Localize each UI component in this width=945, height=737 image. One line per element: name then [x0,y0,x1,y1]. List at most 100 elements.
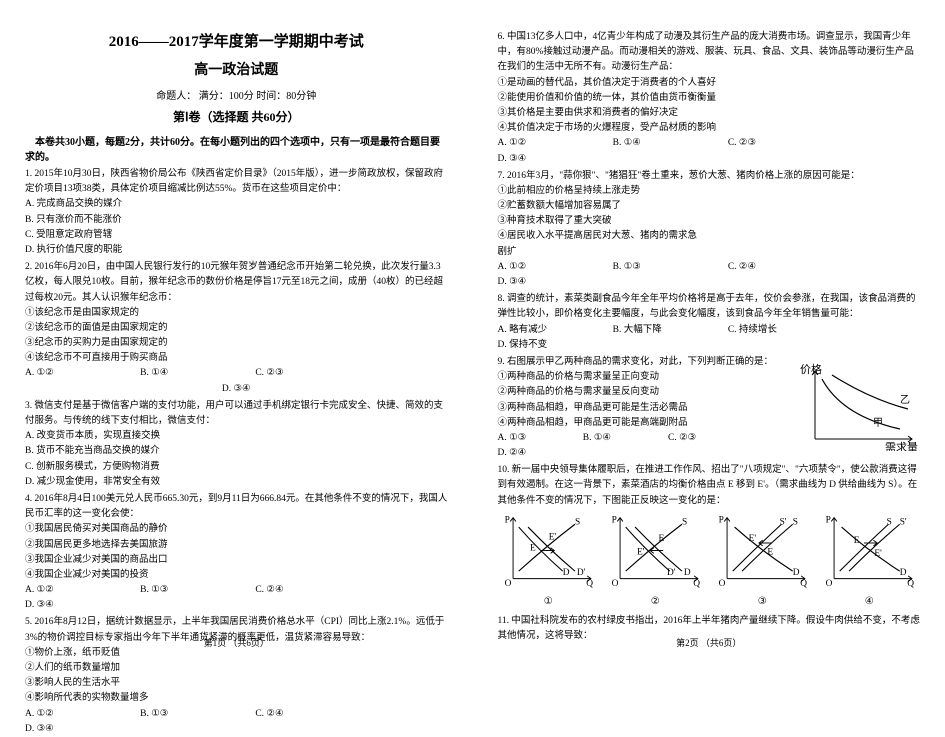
svg-text:D: D [562,568,569,578]
exam-meta: 命题人： 满分：100分 时间：80分钟 [25,87,448,102]
q2-s3: ③纪念币的买购力是由国家规定的 [25,336,228,351]
q7-s4: ④居民收入水平提高居民对大葱、猪肉的需求急剧扩 [498,229,701,259]
q1-opt-b: B. 只有涨价而不能涨价 [25,213,228,228]
q7-opt-b: B. ①③ [613,260,710,275]
svg-text:E: E [767,547,773,557]
q6-opt-d: D. ③④ [498,152,595,167]
svg-text:Q: Q [907,579,914,588]
q3-stem: 3. 微信支付是基于微信客户端的支付功能，用户可以通过手机绑定银行卡完成安全、快… [25,399,448,429]
q2-opt-b: B. ①④ [140,366,237,381]
svg-text:E: E [658,534,664,544]
q6-stem: 6. 中国13亿多人口中，4亿青少年构成了动漫及其衍生产品的庞大消费市场。调查显… [498,30,921,76]
q8-opt-a: A. 略有减少 [498,323,595,338]
q3-opt-c: C. 创新服务模式，方便购物消费 [25,460,228,475]
svg-text:E': E' [748,534,756,544]
q7-s3: ③种育技术取得了重大突破 [498,214,701,229]
q4-opt-a: A. ①② [25,583,122,598]
q7-opt-c: C. ②④ [728,260,825,275]
q3-opt-a: A. 改变货币本质，实现直接交换 [25,429,228,444]
svg-text:E: E [529,543,535,553]
svg-text:S: S [681,517,686,527]
q6-s1: ①是动画的替代品，其价值决定于消费者的个人喜好 [498,76,921,91]
sd-chart-3: P Q O D S S' E E' ③ [712,513,813,610]
q4-opt-d: D. ③④ [25,598,122,613]
svg-text:E': E' [874,549,882,559]
svg-text:Q: Q [693,579,700,588]
q4-stem: 4. 2016年8月4日100美元兑人民币665.30元，到9月11日为666.… [25,492,448,522]
svg-text:O: O [504,579,511,588]
exam-subtitle: 高一政治试题 [25,59,448,79]
q9-opt-c: C. ②③ [668,431,735,446]
q8-opt-d: D. 保持不变 [498,338,595,353]
svg-text:O: O [718,579,725,588]
svg-text:S: S [574,517,579,527]
q4-s3: ③我国企业减少对美国的商品出口 [25,553,228,568]
svg-text:E': E' [548,532,556,542]
q9-s2: ②两种商品的价格与需求量呈反向变动 [498,385,791,400]
q5-s3: ③影响人民的生活水平 [25,676,228,691]
sd-label-4: ④ [819,594,920,610]
sd-chart-1: PQO S D D' E E' ① [498,513,599,610]
q4-opt-c: C. ②④ [255,583,352,598]
q5-opt-c: C. ②④ [255,707,352,722]
q4-s2: ②我国居民更多地选择去美国旅游 [25,538,228,553]
svg-text:D: D [792,568,799,578]
q6: 6. 中国13亿多人口中，4亿青少年构成了动漫及其衍生产品的庞大消费市场。调查显… [498,30,921,167]
q3-opt-d: D. 减少现金使用，非常安全有效 [25,475,228,490]
q4-s4: ④我国企业减少对美国的投资 [25,568,228,583]
q10: 10. 新一届中央领导集体履职后，在推进工作作风、招出了"八项规定"、"六项禁令… [498,463,921,610]
svg-text:S': S' [779,517,786,527]
q10-stem: 10. 新一届中央领导集体履职后，在推进工作作风、招出了"八项规定"、"六项禁令… [498,463,921,509]
page-left: 2016——2017学年度第一学期期中考试 高一政治试题 命题人： 满分：100… [0,0,473,655]
page-footer-1: 第1页 （共6页） [0,636,473,649]
q1-opt-c: C. 受阻意定政府管辖 [25,228,228,243]
q9-s3: ③两种商品相趋，甲商品更可能是生活必需品 [498,401,791,416]
q5-s2: ②人们的纸币数量增加 [25,661,228,676]
y-axis-label: 价格 [800,362,822,376]
svg-text:P: P [504,515,509,525]
q5: 5. 2016年8月12日，据统计数据显示，上半年我国居民消费价格总水平（CPI… [25,615,448,737]
q1-opt-d: D. 执行价值尺度的职能 [25,243,228,258]
q8-opt-b: B. 大幅下降 [613,323,710,338]
q2-stem: 2. 2016年6月20日，由中国人民银行发行的10元猴年贺岁普通纪念币开始第二… [25,260,448,306]
q5-opt-d: D. ③④ [25,722,122,737]
q6-s4: ④其价值决定于市场的火爆程度，受产品材质的影响 [498,121,921,136]
q1-opt-a: A. 完成商品交换的媒介 [25,197,228,212]
q7-stem: 7. 2016年3月，"蒜你狠"、"猪猖狂"卷土重来，葱价大葱、猪肉价格上涨的原… [498,169,921,184]
page-right: 6. 中国13亿多人口中，4亿青少年构成了动漫及其衍生产品的庞大消费市场。调查显… [473,0,945,655]
sd-label-3: ③ [712,594,813,610]
q6-s2: ②能使用价值和价值的统一体，其价值由货币衡衡量 [498,91,921,106]
svg-text:P: P [718,515,723,525]
q7-opt-a: A. ①② [498,260,595,275]
svg-text:P: P [825,515,830,525]
q8: 8. 调查的统计，素菜类副食品今年全年平均价格将是高于去年，佼价会参涨，在我国，… [498,292,921,353]
sd-chart-4: PQO D S S' E E' ④ [819,513,920,610]
svg-text:D: D [683,568,690,578]
q1: 1. 2015年10月30日，陕西省物价局公布《陕西省定价目录》（2015年版）… [25,167,448,258]
q9-opt-d: D. ②④ [498,446,565,461]
svg-text:D: D [899,568,906,578]
svg-text:Q: Q [800,579,807,588]
q6-opt-c: C. ②③ [728,136,825,151]
q4-opt-b: B. ①③ [140,583,237,598]
q2-s4: ④该纪念币不可直接用于购买商品 [25,351,228,366]
svg-text:O: O [825,579,832,588]
q3: 3. 微信支付是基于微信客户端的支付功能，用户可以通过手机绑定银行卡完成安全、快… [25,399,448,490]
q6-opt-a: A. ①② [498,136,595,151]
q7: 7. 2016年3月，"蒜你狠"、"猪猖狂"卷土重来，葱价大葱、猪肉价格上涨的原… [498,169,921,291]
svg-text:S: S [792,517,797,527]
svg-text:O: O [611,579,618,588]
q3-opt-b: B. 货币不能充当商品交换的媒介 [25,444,228,459]
q9-s1: ①两种商品的价格与需求量呈正向变动 [498,370,791,385]
q6-opt-b: B. ①④ [613,136,710,151]
q8-opt-c: C. 持续增长 [728,323,825,338]
q2-opt-c: C. ②③ [255,366,352,381]
q9-stem: 9. 右图展示甲乙两种商品的需求变化，对此，下列判断正确的是： [498,355,791,370]
curve-jia-label: 甲 [873,418,883,429]
sd-chart-2: PQO S D D' E E' ② [605,513,706,610]
q9: 9. 右图展示甲乙两种商品的需求变化，对此，下列判断正确的是： ①两种商品的价格… [498,355,921,461]
q7-s1: ①此前相应的价格呈持续上涨走势 [498,184,701,199]
q4: 4. 2016年8月4日100美元兑人民币665.30元，到9月11日为666.… [25,492,448,614]
q1-stem: 1. 2015年10月30日，陕西省物价局公布《陕西省定价目录》（2015年版）… [25,167,448,197]
q2-opt-a: A. ①② [25,366,122,381]
